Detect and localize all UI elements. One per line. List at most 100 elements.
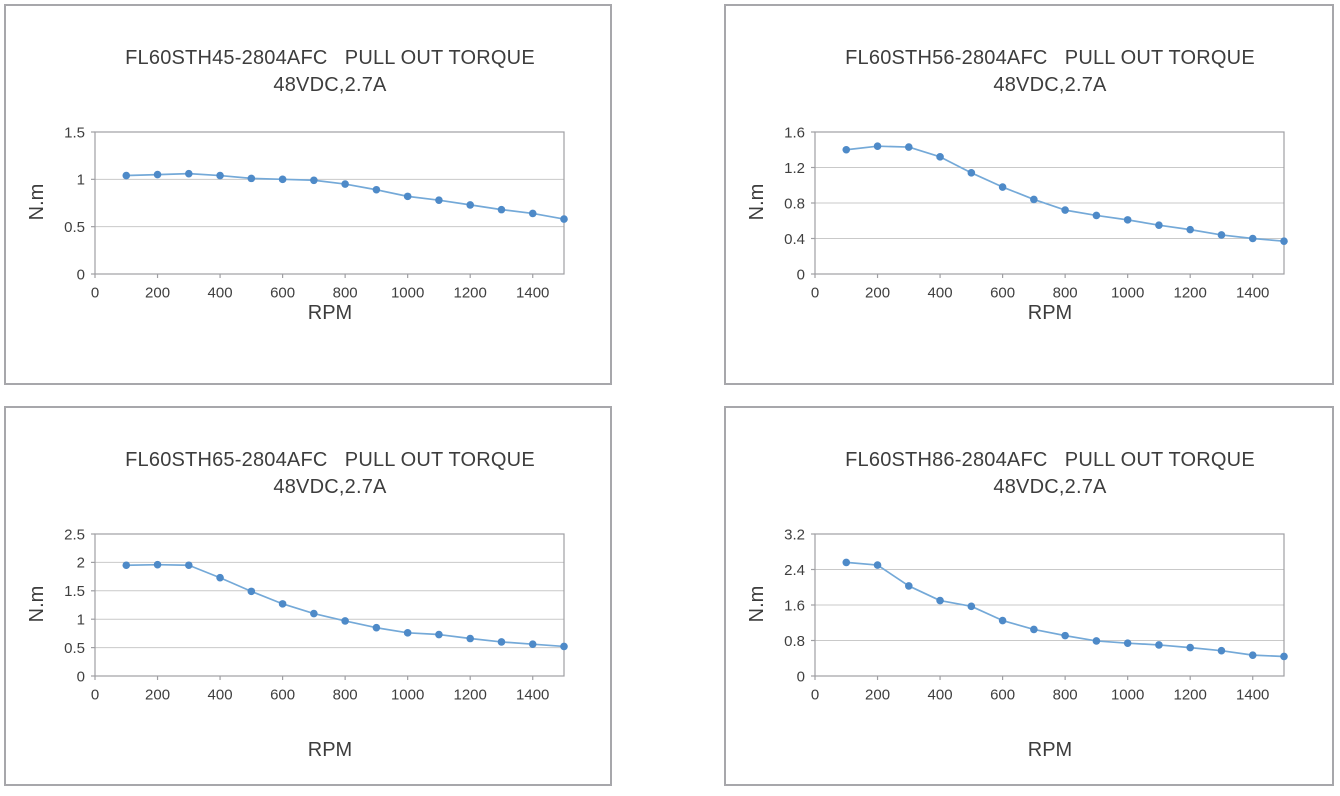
- chart-title-block: FL60STH56-2804AFC PULL OUT TORQUE 48VDC,…: [772, 45, 1328, 99]
- x-tick-label: 1000: [391, 686, 424, 703]
- data-point: [936, 153, 944, 161]
- x-tick-label: 400: [928, 686, 953, 703]
- data-point: [560, 215, 568, 223]
- y-tick-label: 2: [77, 555, 85, 572]
- x-axis-label: RPM: [1027, 739, 1073, 761]
- x-tick-label: 200: [145, 284, 170, 301]
- data-point: [497, 638, 506, 646]
- x-tick-label: 1400: [516, 284, 549, 301]
- data-point: [1186, 643, 1194, 652]
- chart-subtitle: 48VDC,2.7A: [993, 476, 1107, 498]
- x-axis-label: RPM: [307, 739, 353, 761]
- y-tick-label: 0: [797, 266, 805, 283]
- data-point: [967, 169, 976, 177]
- data-point: [873, 561, 882, 569]
- data-point: [1217, 646, 1226, 655]
- data-point: [435, 196, 443, 204]
- torque-curve-line: [125, 563, 565, 648]
- y-tick-label: 1.5: [64, 583, 85, 600]
- data-point: [122, 171, 131, 180]
- x-tick-label: 400: [208, 686, 233, 703]
- x-tick-label: 1000: [391, 284, 424, 301]
- x-tick-label: 200: [145, 686, 170, 703]
- data-point: [1186, 225, 1194, 234]
- x-tick-label: 1200: [454, 284, 487, 301]
- torque-curve-line: [845, 561, 1285, 658]
- chart-panel-fl60sth65: FL60STH65-2804AFC PULL OUT TORQUE 48VDC,…: [4, 406, 612, 786]
- data-point: [1061, 206, 1069, 214]
- data-point: [967, 602, 976, 611]
- x-tick-label: 0: [811, 284, 819, 301]
- chart-title: FL60STH65-2804AFC PULL OUT TORQUE: [125, 449, 535, 471]
- data-point: [560, 642, 568, 651]
- y-tick-label: 1.2: [784, 160, 805, 177]
- y-tick-label: 2.4: [784, 562, 805, 579]
- x-tick-label: 1000: [1111, 284, 1144, 301]
- x-tick-label: 0: [91, 284, 99, 301]
- y-tick-label: 0.5: [64, 640, 85, 657]
- data-point: [1280, 652, 1288, 661]
- y-tick-label: 0.4: [784, 231, 805, 248]
- data-point: [936, 596, 944, 605]
- data-point: [1092, 637, 1101, 645]
- data-point: [1280, 237, 1288, 245]
- data-point: [435, 630, 443, 639]
- data-point: [466, 201, 475, 209]
- data-point: [310, 609, 318, 618]
- data-point: [873, 142, 882, 150]
- chart-panel-fl60sth56: FL60STH56-2804AFC PULL OUT TORQUE 48VDC,…: [724, 4, 1334, 385]
- y-tick-label: 0: [77, 266, 85, 283]
- y-tick-label: 3.2: [784, 526, 805, 543]
- y-tick-label: 0.8: [784, 195, 805, 212]
- data-point: [372, 623, 381, 632]
- data-point: [247, 174, 256, 183]
- data-point: [905, 143, 913, 151]
- x-tick-label: 600: [990, 284, 1015, 301]
- y-tick-label: 0.5: [64, 219, 85, 236]
- x-tick-label: 200: [865, 284, 890, 301]
- data-point: [341, 180, 349, 188]
- data-point: [528, 640, 537, 648]
- x-tick-label: 600: [270, 284, 295, 301]
- x-tick-label: 200: [865, 686, 890, 703]
- data-point: [1155, 221, 1163, 229]
- data-point: [528, 209, 537, 218]
- x-tick-label: 1000: [1111, 686, 1144, 703]
- x-tick-label: 800: [333, 284, 358, 301]
- data-point: [216, 171, 224, 180]
- y-tick-label: 1.6: [784, 597, 805, 614]
- data-point: [842, 558, 851, 567]
- data-point: [998, 183, 1007, 191]
- data-point: [1248, 651, 1257, 659]
- x-tick-label: 0: [91, 686, 99, 703]
- y-tick-label: 1: [77, 172, 85, 189]
- x-tick-label: 800: [1053, 686, 1078, 703]
- data-point: [310, 176, 318, 185]
- data-point: [403, 629, 412, 637]
- chart-subtitle: 48VDC,2.7A: [273, 74, 387, 96]
- x-tick-label: 800: [1053, 284, 1078, 301]
- chart-panel-fl60sth45: FL60STH45-2804AFC PULL OUT TORQUE 48VDC,…: [4, 4, 612, 385]
- chart-subtitle: 48VDC,2.7A: [273, 476, 387, 498]
- y-tick-label: 0: [797, 668, 805, 685]
- data-point: [1217, 231, 1226, 239]
- x-tick-label: 600: [990, 686, 1015, 703]
- chart-title: FL60STH56-2804AFC PULL OUT TORQUE: [845, 47, 1255, 69]
- torque-curve-line: [845, 145, 1285, 243]
- data-point: [185, 561, 193, 570]
- torque-curve-plot: 0 200 400 600 800 1000 1200 1400 0 0.5 1 1.5: [64, 124, 568, 301]
- y-tick-label: 0: [77, 668, 85, 685]
- data-point: [403, 192, 412, 201]
- data-point: [1123, 639, 1132, 647]
- x-tick-label: 800: [333, 686, 358, 703]
- data-point: [278, 600, 287, 608]
- chart-panel-fl60sth86: FL60STH86-2804AFC PULL OUT TORQUE 48VDC,…: [724, 406, 1334, 786]
- chart-title: FL60STH86-2804AFC PULL OUT TORQUE: [845, 449, 1255, 471]
- x-tick-label: 1400: [1236, 686, 1269, 703]
- data-point: [1061, 631, 1069, 640]
- chart-subtitle: 48VDC,2.7A: [993, 74, 1107, 96]
- data-point: [1030, 625, 1038, 634]
- data-point: [216, 573, 224, 582]
- data-point: [372, 185, 381, 194]
- plot-frame: [94, 533, 565, 677]
